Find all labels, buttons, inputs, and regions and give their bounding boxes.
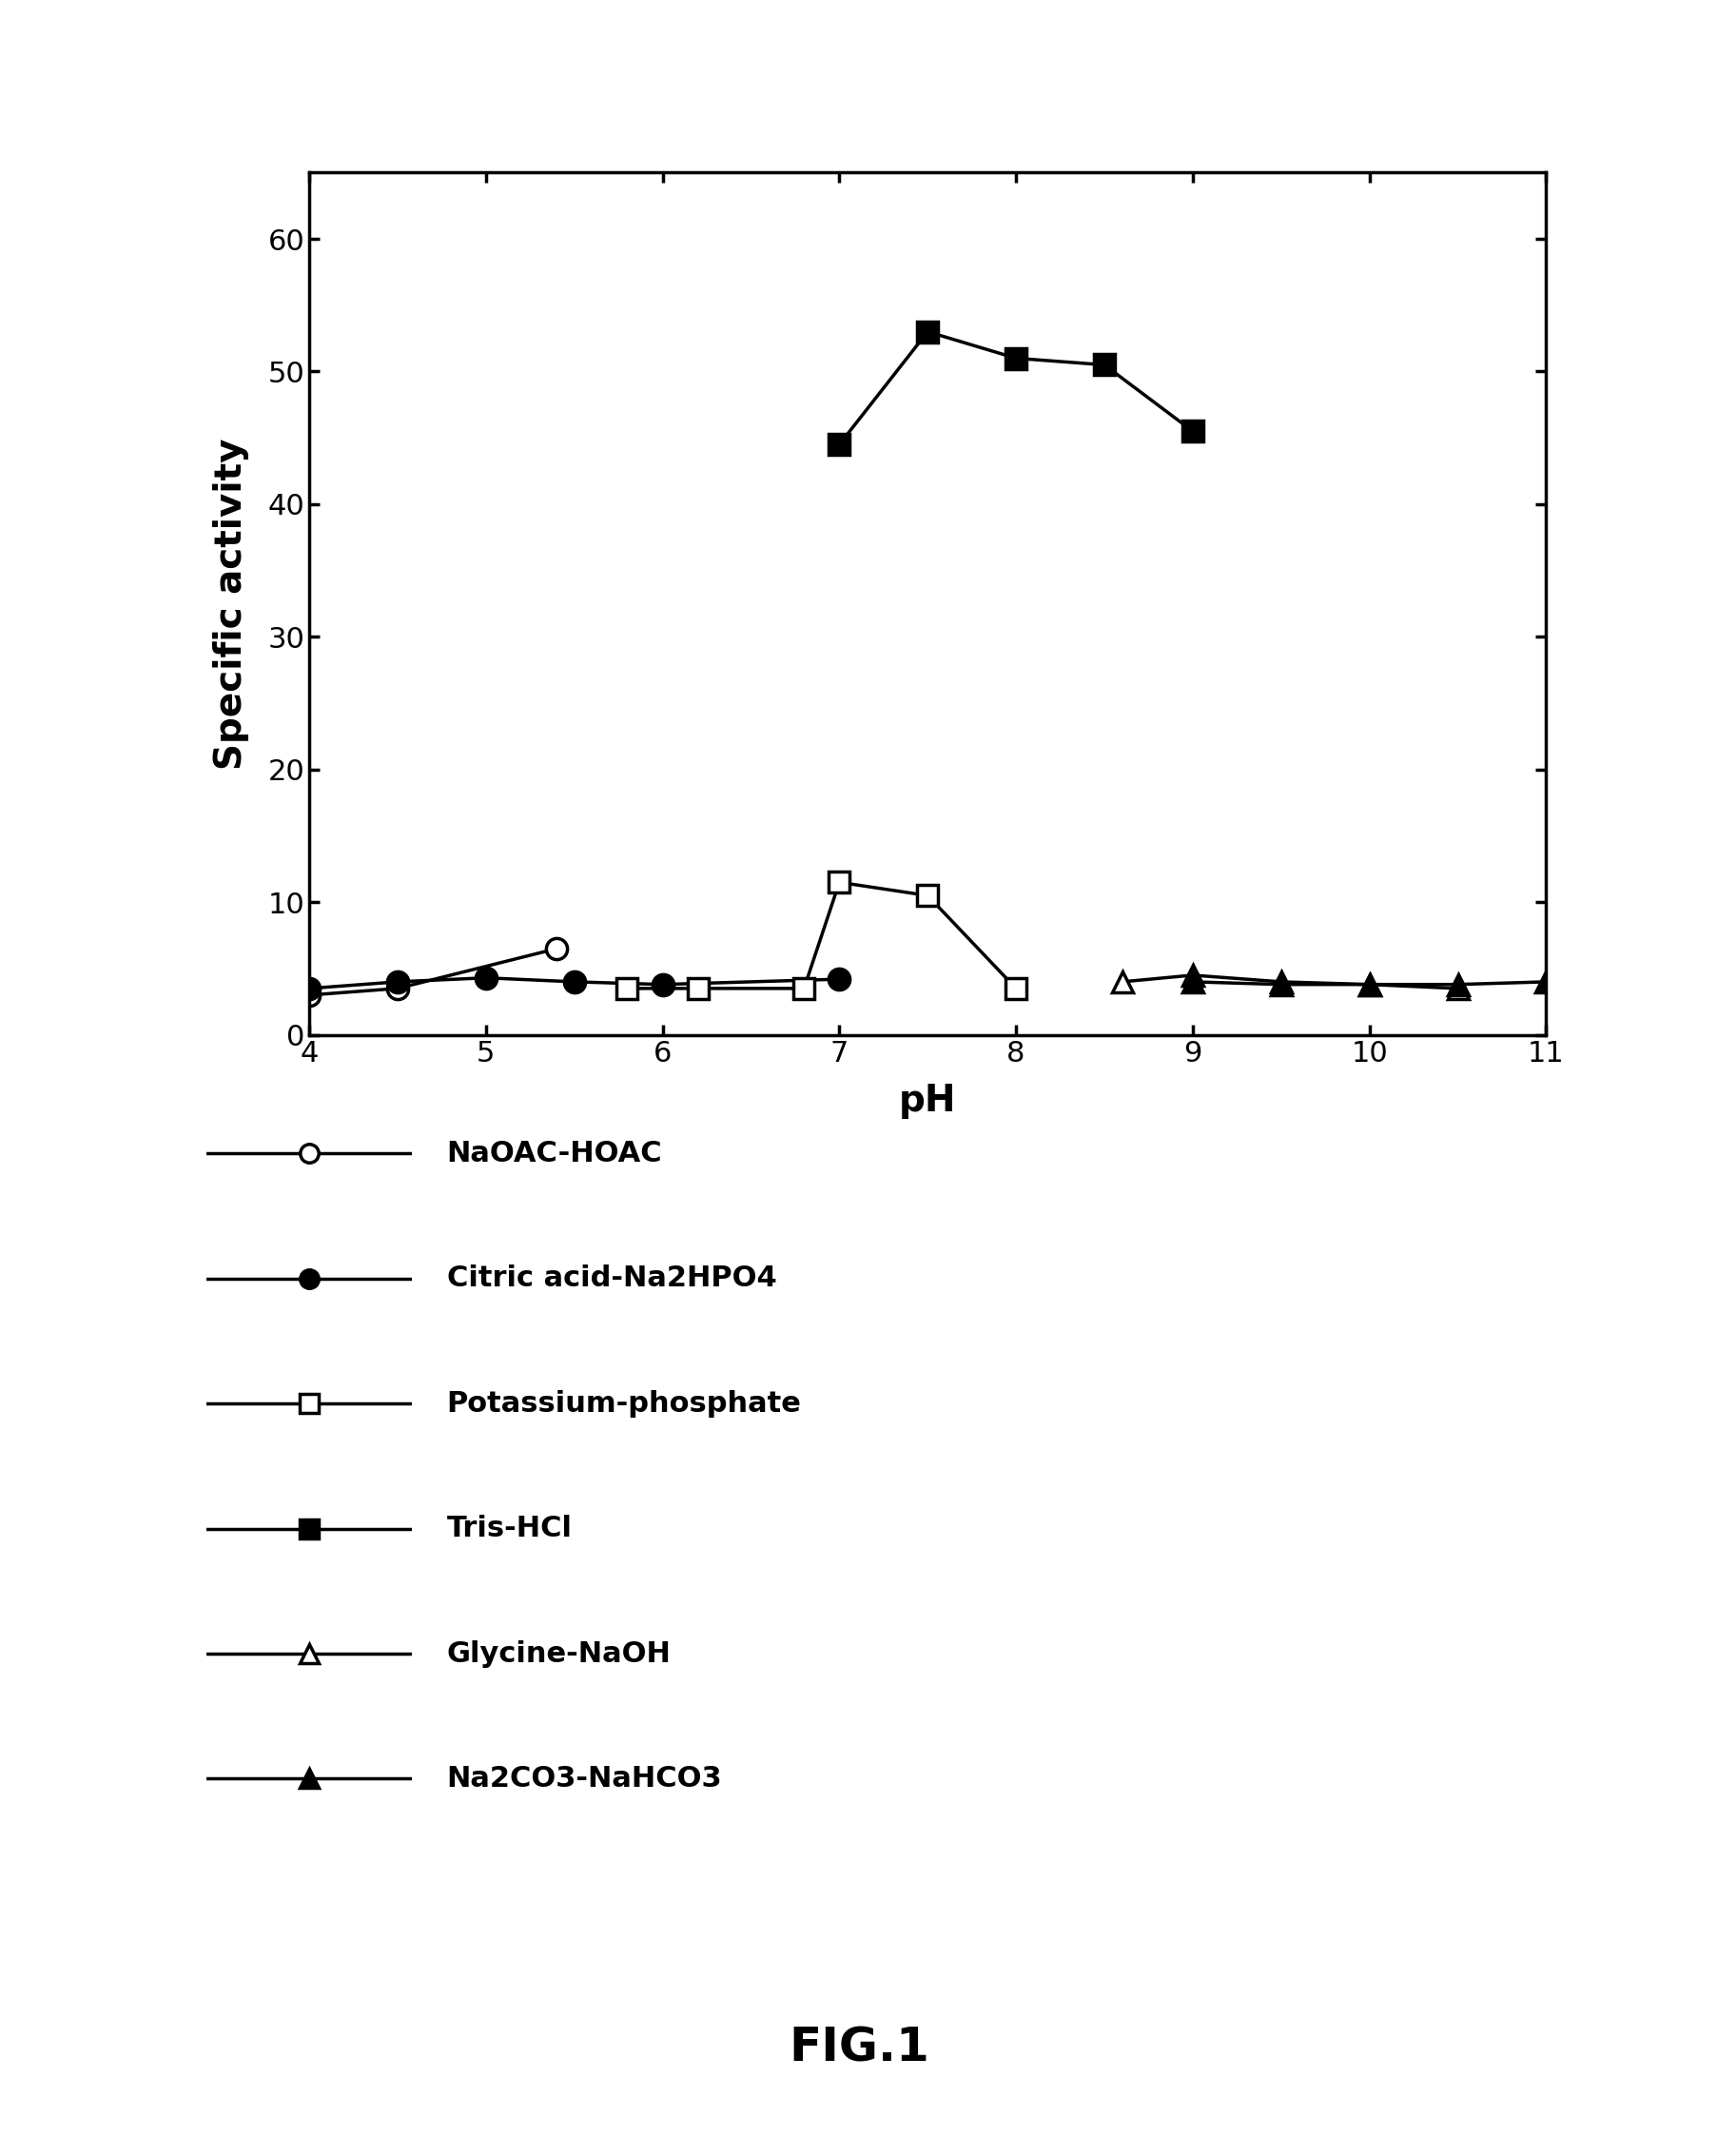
Text: Potassium-phosphate: Potassium-phosphate [446, 1391, 800, 1416]
Text: Tris-HCl: Tris-HCl [446, 1516, 572, 1542]
X-axis label: pH: pH [898, 1082, 956, 1119]
Text: Na2CO3-NaHCO3: Na2CO3-NaHCO3 [446, 1766, 721, 1792]
Text: NaOAC-HOAC: NaOAC-HOAC [446, 1141, 661, 1166]
Y-axis label: Specific activity: Specific activity [213, 438, 249, 770]
Text: Glycine-NaOH: Glycine-NaOH [446, 1641, 671, 1667]
Text: Citric acid-Na2HPO4: Citric acid-Na2HPO4 [446, 1266, 776, 1291]
Text: FIG.1: FIG.1 [788, 2024, 929, 2072]
